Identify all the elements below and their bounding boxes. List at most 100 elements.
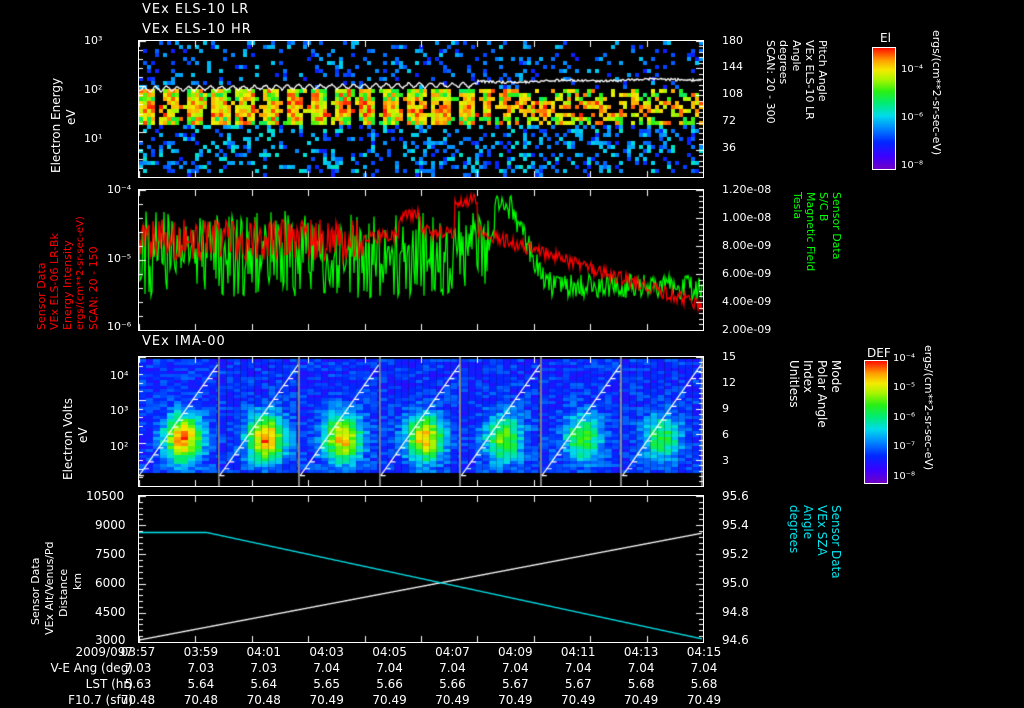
bottom-cell-ve-ang-3: 7.04 [313, 661, 341, 675]
panel3-ytick-2: 10² [110, 440, 129, 453]
bottom-cell-f107-1: 70.48 [183, 693, 219, 707]
bottom-cell-time-9: 04:15 [686, 645, 722, 659]
bottom-cell-time-1: 03:59 [183, 645, 219, 659]
panel2-ytick-right-2: 8.00e-09 [722, 239, 772, 252]
colorbar-def-unit: ergs/(cm**2-sr-sec-eV) [922, 345, 935, 471]
panel2-right-axis-label-line4: Tesla [791, 192, 804, 220]
bottom-cell-lst-7: 5.67 [564, 677, 592, 691]
bottom-cell-f107-0: 70.48 [120, 693, 156, 707]
bottom-row-label-0: 2009/097 [75, 645, 134, 659]
colorbar-el-tick-0: 10⁻⁴ [901, 64, 924, 75]
bottom-cell-time-6: 04:09 [498, 645, 533, 659]
panel4-ytick-1: 9000 [95, 518, 126, 532]
bottom-row-label-3: F10.7 (sfu) [68, 693, 133, 707]
panel4-ytick-right-4: 94.8 [722, 605, 749, 619]
panel4-right-axis-label-line1: Sensor Data [829, 505, 843, 579]
bottom-cell-lst-9: 5.68 [690, 677, 718, 691]
panel3-right-axis-label-line3: Index [801, 360, 815, 394]
panel1-right-axis-label-line1: Pitch Angle [816, 40, 829, 102]
panel4-ytick-4: 4500 [95, 605, 126, 619]
colorbar-el[interactable] [872, 47, 896, 170]
panel4-ytick-0: 10500 [86, 489, 125, 503]
panel2-ytick-1: 10⁻⁵ [107, 252, 132, 265]
panel4-plot-area[interactable] [138, 495, 704, 643]
panel3-right-axis-label-line4: Unitless [787, 360, 801, 408]
panel3-title: VEx IMA-00 [142, 334, 226, 349]
bottom-cell-time-3: 04:03 [309, 645, 344, 659]
colorbar-el-unit: ergs/(cm**2-sr-sec-eV) [930, 30, 943, 156]
bottom-cell-lst-3: 5.65 [313, 677, 341, 691]
panel1-ytick-right-0: 180 [722, 34, 743, 47]
panel2-ytick-right-0: 1.20e-08 [722, 183, 772, 196]
bottom-cell-ve-ang-7: 7.04 [564, 661, 592, 675]
colorbar-el-tick-1: 10⁻⁶ [901, 112, 924, 123]
panel2-left-axis-label-line2: VEx ELS-06 LR-Bk [48, 233, 61, 330]
bottom-cell-f107-3: 70.49 [309, 693, 344, 707]
bottom-cell-f107-4: 70.49 [372, 693, 407, 707]
bottom-cell-ve-ang-5: 7.04 [439, 661, 466, 675]
bottom-cell-ve-ang-8: 7.04 [627, 661, 655, 675]
panel1-left-axis-label: Electron Energy eV [48, 45, 78, 175]
panel2-left-axis-label-line1: Sensor Data [35, 262, 48, 330]
bottom-cell-time-2: 04:01 [246, 645, 282, 659]
panel2-ytick-right-4: 4.00e-09 [722, 295, 772, 308]
bottom-cell-f107-6: 70.49 [498, 693, 533, 707]
panel3-plot-area[interactable] [138, 356, 704, 487]
panel4-ytick-right-1: 95.4 [722, 518, 749, 532]
panel4-ytick-right-5: 94.6 [722, 633, 749, 647]
panel4-left-axis-label-line3: Distance [57, 568, 70, 617]
panel1-ytick-1: 10² [84, 83, 103, 96]
panel2-ytick-right-5: 2.00e-09 [722, 323, 772, 336]
panel4-right-axis-label-line3: Angle [801, 505, 815, 540]
colorbar-def[interactable] [864, 360, 888, 484]
bottom-cell-lst-6: 5.67 [501, 677, 529, 691]
panel4-left-axis-label-line4: km [71, 572, 84, 590]
bottom-cell-ve-ang-6: 7.04 [501, 661, 529, 675]
panel3-ytick-0: 10⁴ [110, 369, 129, 382]
bottom-cell-lst-1: 5.64 [187, 677, 215, 691]
panel1-ytick-right-1: 144 [722, 60, 743, 73]
panel2-left-axis-label-line5: SCAN: 20 - 150 [87, 246, 100, 330]
colorbar-def-tick-3: 10⁻⁷ [893, 441, 916, 452]
panel2-left-axis-label-line3: Energy Intensity [61, 240, 74, 330]
colorbar-def-title: DEF [867, 346, 891, 360]
panel2-ytick-0: 10⁻⁴ [107, 183, 132, 196]
bottom-cell-lst-0: 5.63 [124, 677, 152, 691]
bottom-cell-ve-ang-4: 7.04 [376, 661, 403, 675]
panel2-ytick-2: 10⁻⁶ [107, 320, 132, 333]
panel4-ytick-right-3: 95.0 [722, 576, 749, 590]
bottom-cell-ve-ang-0: 7.03 [124, 661, 152, 675]
panel1-right-axis-label-line2: VEx ELS-10 LR [803, 40, 816, 120]
bottom-cell-f107-5: 70.49 [435, 693, 470, 707]
bottom-cell-time-5: 04:07 [435, 645, 470, 659]
panel2-left-axis-label-line4: ergs/(cm**2-sr-sec-eV) [75, 216, 86, 330]
panel1-right-axis-label-line5: SCAN: 20 - 300 [764, 40, 777, 124]
panel1-ytick-right-2: 108 [722, 87, 743, 100]
panel2-right-axis-label-line2: S/C B [817, 192, 830, 222]
panel1-left-axis-label-line2: eV [64, 109, 78, 125]
panel1-title-hr: VEx ELS-10 HR [142, 22, 252, 37]
bottom-cell-time-7: 04:11 [560, 645, 596, 659]
panel3-right-axis-label-line1: Mode [829, 360, 843, 393]
panel2-plot-area[interactable] [138, 189, 704, 331]
bottom-cell-time-8: 04:13 [623, 645, 659, 659]
panel1-ytick-right-4: 36 [722, 141, 736, 154]
bottom-row-label-1: V-E Ang (deg) [50, 661, 133, 675]
panel4-ytick-3: 6000 [95, 576, 126, 590]
panel2-ytick-right-1: 1.00e-08 [722, 211, 772, 224]
panel3-ytick-right-0: 15 [722, 350, 736, 363]
bottom-cell-f107-9: 70.49 [686, 693, 722, 707]
panel2-right-axis-label-line1: Sensor Data [830, 192, 843, 260]
bottom-cell-lst-4: 5.66 [376, 677, 403, 691]
panel1-right-axis-label-line4: degrees [777, 40, 790, 85]
panel1-plot-area[interactable] [138, 40, 704, 178]
bottom-cell-ve-ang-9: 7.04 [690, 661, 718, 675]
panel4-ytick-5: 3000 [95, 633, 126, 647]
panel4-ytick-2b: 7500 [95, 547, 126, 561]
colorbar-def-tick-2: 10⁻⁶ [893, 412, 916, 423]
bottom-cell-f107-2: 70.48 [246, 693, 281, 707]
bottom-cell-time-4: 04:05 [372, 645, 407, 659]
panel4-left-axis-label-line2: VEx Alt/Venus/Pd [43, 541, 56, 635]
bottom-cell-ve-ang-2: 7.03 [250, 661, 278, 675]
panel4-left-axis-label-line1: Sensor Data [29, 557, 42, 625]
